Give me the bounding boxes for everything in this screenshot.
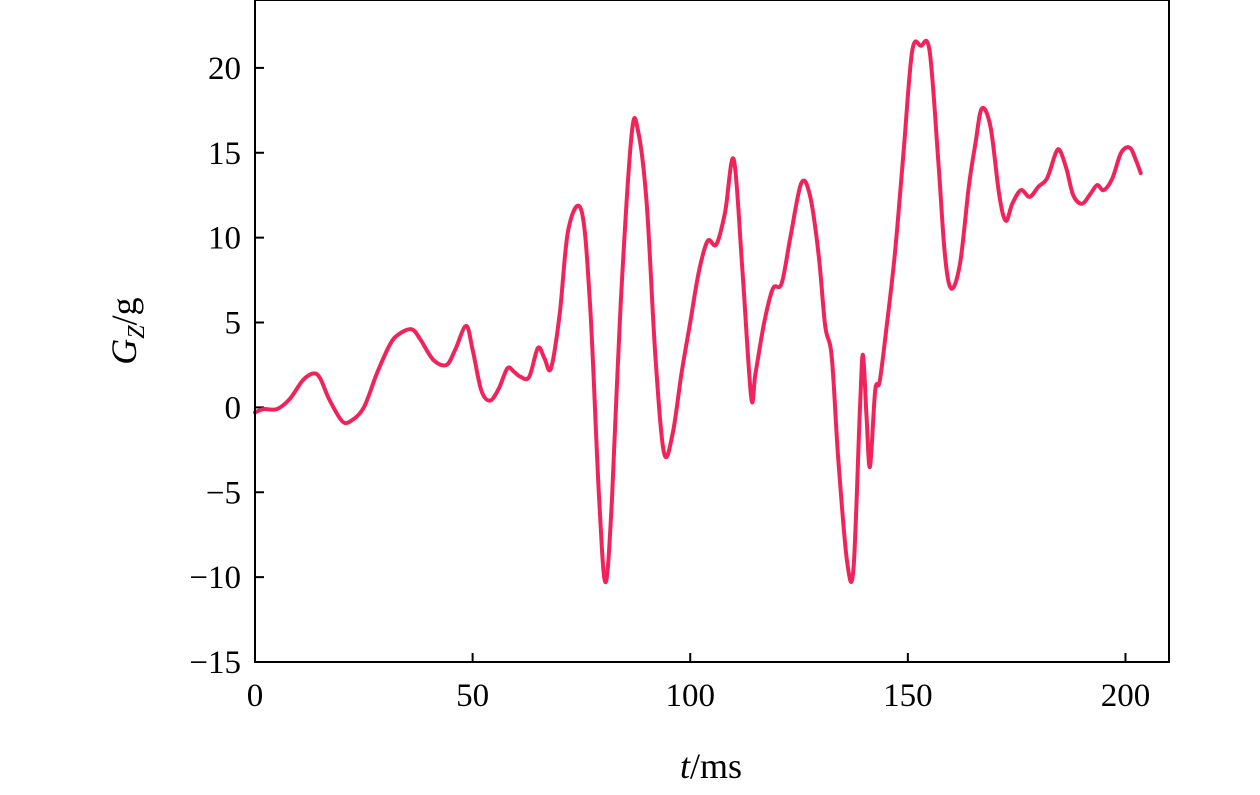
x-tick-label: 0	[247, 678, 264, 714]
y-axis-subscript: Z	[124, 325, 150, 339]
y-tick-label: 0	[225, 390, 242, 426]
y-tick-label: −15	[189, 645, 241, 681]
series-line	[253, 38, 1143, 585]
y-axis-var: G	[104, 339, 144, 365]
y-tick-label: −10	[189, 560, 241, 596]
y-axis-unit: /g	[104, 297, 144, 325]
y-tick-label: 15	[208, 136, 241, 172]
x-axis-var: t	[680, 746, 691, 786]
x-tick-label: 150	[883, 678, 933, 714]
y-tick-label: 20	[208, 51, 241, 87]
x-tick-label: 100	[665, 678, 715, 714]
x-tick-label: 200	[1101, 678, 1151, 714]
y-tick-label: −5	[206, 475, 241, 511]
x-tick-label: 50	[456, 678, 489, 714]
y-axis-title: GZ/g	[104, 297, 150, 364]
y-tick-labels: −15 −10 −5 0 5 10 15 20	[189, 51, 241, 681]
x-tick-labels: 0 50 100 150 200	[247, 678, 1150, 714]
y-tick-label: 10	[208, 221, 241, 257]
x-axis-title: t/ms	[680, 746, 742, 786]
plot-frame	[254, 0, 1170, 663]
y-tick-label: 5	[225, 306, 242, 342]
x-axis-unit: /ms	[690, 746, 742, 786]
